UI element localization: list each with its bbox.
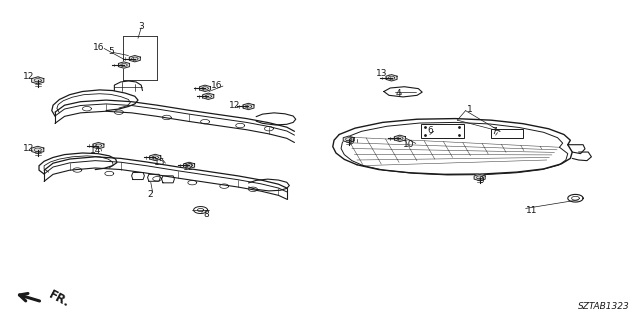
- Text: 14: 14: [90, 146, 102, 155]
- Bar: [491, 129, 523, 138]
- Text: 8: 8: [204, 210, 209, 219]
- Text: 1: 1: [467, 105, 472, 114]
- Text: 16: 16: [93, 43, 105, 52]
- Polygon shape: [31, 146, 44, 153]
- Bar: [421, 124, 465, 138]
- Text: 6: 6: [428, 126, 433, 135]
- Text: 4: 4: [396, 89, 401, 98]
- Polygon shape: [343, 136, 355, 142]
- Text: FR.: FR.: [47, 289, 72, 310]
- Text: 3: 3: [138, 22, 144, 31]
- Text: 12: 12: [182, 163, 194, 172]
- Text: 11: 11: [525, 206, 537, 215]
- Polygon shape: [200, 85, 211, 92]
- Polygon shape: [184, 162, 195, 169]
- Text: 12: 12: [229, 101, 241, 110]
- Text: 5: 5: [108, 47, 114, 56]
- Polygon shape: [31, 77, 44, 84]
- Text: 12: 12: [23, 144, 35, 153]
- Text: 9: 9: [349, 137, 355, 146]
- Text: 10: 10: [403, 140, 415, 148]
- Text: 16: 16: [211, 81, 223, 90]
- Text: 7: 7: [491, 127, 497, 136]
- Polygon shape: [386, 75, 397, 81]
- Polygon shape: [93, 142, 104, 149]
- Polygon shape: [203, 93, 214, 100]
- Polygon shape: [394, 135, 405, 141]
- Text: 2: 2: [148, 190, 153, 199]
- Text: 15: 15: [154, 158, 166, 167]
- Polygon shape: [129, 55, 140, 62]
- Text: 9: 9: [478, 176, 484, 185]
- Text: SZTAB1323: SZTAB1323: [578, 302, 630, 311]
- Polygon shape: [243, 103, 254, 110]
- Text: 12: 12: [23, 72, 35, 81]
- Polygon shape: [150, 154, 161, 161]
- Text: 13: 13: [376, 69, 388, 78]
- Polygon shape: [474, 174, 485, 181]
- Polygon shape: [118, 62, 129, 68]
